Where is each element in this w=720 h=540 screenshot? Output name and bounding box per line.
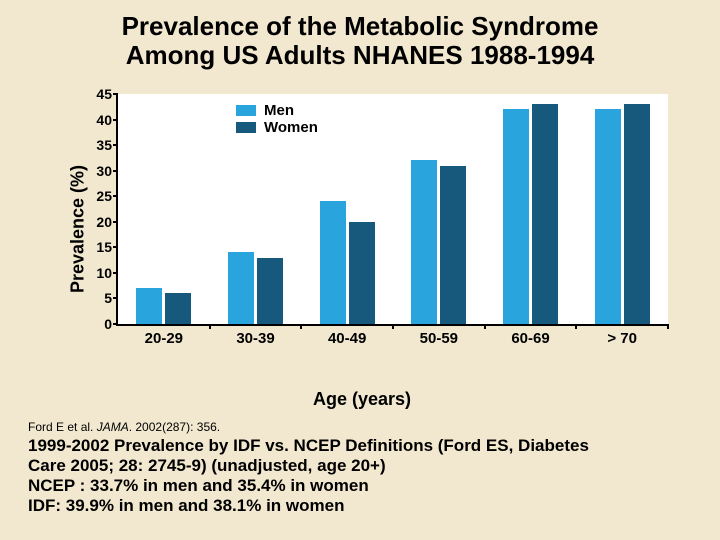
y-tick-mark (113, 323, 118, 325)
bar-women (257, 258, 283, 324)
y-axis-label: Prevalence (%) (68, 165, 89, 293)
footer-line-2: Care 2005; 28: 2745-9) (unadjusted, age … (28, 456, 692, 476)
bar-women (349, 222, 375, 324)
y-tick-mark (113, 221, 118, 223)
x-tick-mark (667, 324, 669, 329)
x-tick-label: 60-69 (511, 330, 549, 347)
y-tick-label: 0 (104, 316, 112, 332)
x-tick-mark (209, 324, 211, 329)
citation-journal: JAMA (97, 420, 129, 434)
y-tick-label: 25 (96, 188, 112, 204)
y-tick-label: 30 (96, 163, 112, 179)
bar-men (411, 160, 437, 324)
title-line-2: Among US Adults NHANES 1988-1994 (126, 40, 595, 70)
x-tick-mark (575, 324, 577, 329)
bar-men (595, 109, 621, 324)
bar-women (165, 293, 191, 324)
slide-title: Prevalence of the Metabolic Syndrome Amo… (0, 0, 720, 70)
footer-line-3: NCEP : 33.7% in men and 35.4% in women (28, 476, 692, 496)
y-tick-mark (113, 170, 118, 172)
y-tick-mark (113, 297, 118, 299)
footer-line-1: 1999-2002 Prevalence by IDF vs. NCEP Def… (28, 436, 692, 456)
bar-men (320, 201, 346, 324)
footer-text: Ford E et al. JAMA. 2002(287): 356. 1999… (28, 420, 692, 516)
x-tick-mark (300, 324, 302, 329)
y-tick-label: 20 (96, 214, 112, 230)
x-axis-label: Age (years) (58, 389, 666, 410)
y-tick-label: 40 (96, 112, 112, 128)
legend-item-women: Women (236, 119, 318, 136)
y-tick-label: 35 (96, 137, 112, 153)
bar-men (228, 252, 254, 324)
legend-swatch-icon (236, 105, 256, 116)
x-tick-mark (484, 324, 486, 329)
x-tick-label: 30-39 (236, 330, 274, 347)
x-tick-label: 40-49 (328, 330, 366, 347)
y-tick-mark (113, 246, 118, 248)
bar-women (624, 104, 650, 324)
footer-line-4: IDF: 39.9% in men and 38.1% in women (28, 496, 692, 516)
citation: Ford E et al. JAMA. 2002(287): 356. (28, 420, 692, 434)
y-tick-label: 45 (96, 86, 112, 102)
bar-men (136, 288, 162, 324)
legend-swatch-icon (236, 122, 256, 133)
y-tick-label: 10 (96, 265, 112, 281)
chart-container: Prevalence (%) Men Women 051015202530354… (58, 94, 666, 364)
y-tick-mark (113, 272, 118, 274)
legend-label: Men (264, 102, 294, 119)
y-tick-label: 15 (96, 239, 112, 255)
citation-suffix: . 2002(287): 356. (129, 420, 220, 434)
x-tick-label: 50-59 (420, 330, 458, 347)
y-tick-label: 5 (104, 290, 112, 306)
bar-men (503, 109, 529, 324)
title-line-1: Prevalence of the Metabolic Syndrome (122, 11, 599, 41)
y-tick-mark (113, 195, 118, 197)
x-tick-label: > 70 (607, 330, 637, 347)
bar-women (532, 104, 558, 324)
bar-women (440, 166, 466, 324)
y-tick-mark (113, 119, 118, 121)
y-tick-mark (113, 144, 118, 146)
x-tick-mark (392, 324, 394, 329)
y-tick-mark (113, 93, 118, 95)
x-tick-label: 20-29 (145, 330, 183, 347)
chart-plot-area: Men Women 05101520253035404520-2930-3940… (116, 94, 668, 326)
legend-label: Women (264, 119, 318, 136)
citation-prefix: Ford E et al. (28, 420, 97, 434)
chart-legend: Men Women (236, 102, 318, 137)
legend-item-men: Men (236, 102, 318, 119)
